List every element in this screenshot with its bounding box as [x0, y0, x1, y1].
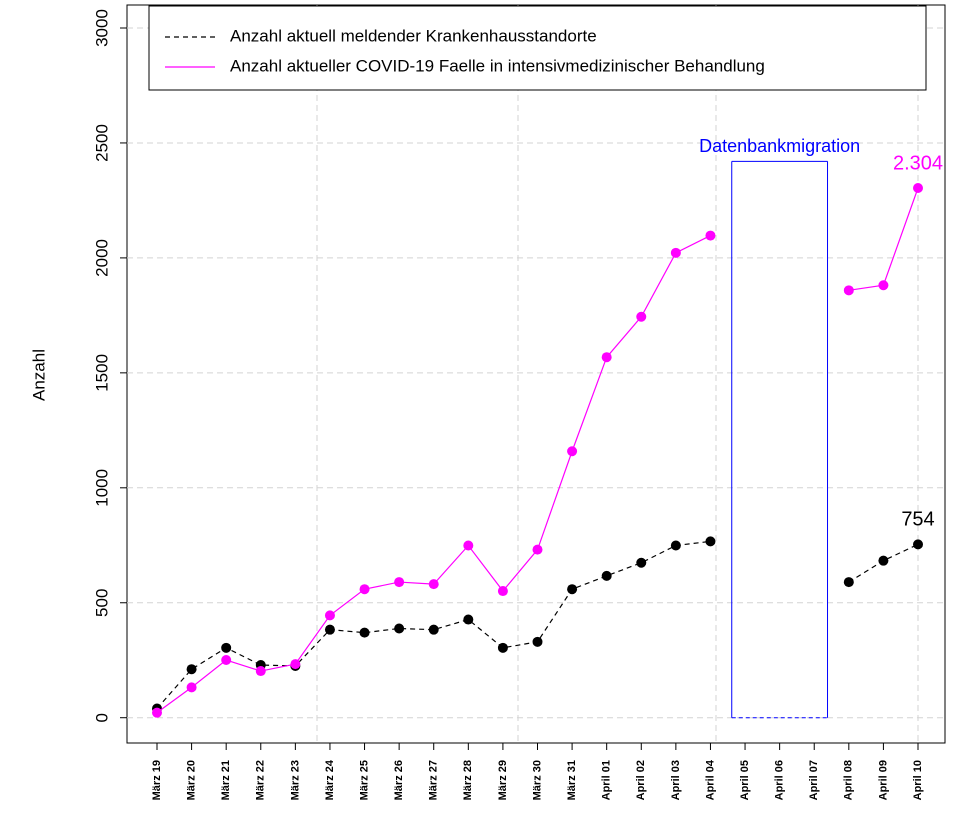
y-tick-label: 0 [92, 713, 111, 722]
series-point [705, 536, 716, 547]
x-tick-label: März 28 [462, 760, 474, 800]
series-point [843, 577, 854, 588]
series-point [567, 584, 578, 595]
y-tick-label: 1000 [92, 469, 111, 507]
series-point [428, 624, 439, 635]
annotation-label: Datenbankmigration [699, 136, 860, 156]
series-point [463, 540, 474, 551]
y-tick-label: 500 [92, 589, 111, 617]
series-point [705, 230, 716, 241]
x-tick-label: März 20 [185, 760, 197, 800]
series-point [843, 285, 854, 296]
series-point [532, 636, 543, 647]
series-point [601, 570, 612, 581]
y-axis-label: Anzahl [29, 349, 48, 401]
x-tick-label: März 19 [151, 760, 163, 800]
series-point [497, 586, 508, 597]
series-point [463, 614, 474, 625]
x-tick-label: April 04 [704, 759, 716, 800]
series-point [913, 539, 923, 550]
y-tick-label: 1500 [92, 354, 111, 392]
x-tick-label: April 08 [843, 760, 855, 800]
x-tick-label: März 21 [220, 760, 232, 800]
series-point [394, 577, 405, 588]
x-tick-label: April 06 [774, 760, 786, 800]
series-point [324, 624, 335, 635]
x-tick-label: April 01 [601, 760, 613, 800]
series-point [221, 655, 232, 666]
series-point [152, 707, 162, 718]
series-point [359, 584, 370, 595]
x-tick-label: März 30 [531, 760, 543, 800]
y-tick-label: 2000 [92, 239, 111, 277]
x-tick-label: März 23 [289, 760, 301, 800]
series-line [848, 187, 919, 291]
x-tick-label: März 24 [324, 759, 336, 800]
x-tick-label: März 31 [566, 760, 578, 800]
series-point [324, 610, 335, 621]
x-tick-label: April 07 [808, 760, 820, 800]
legend-box [148, 5, 927, 91]
legend-label: Anzahl aktuell meldender Krankenhausstan… [230, 26, 597, 45]
x-tick-label: März 27 [428, 760, 440, 800]
x-tick-label: April 05 [739, 760, 751, 800]
series-point [221, 642, 232, 653]
series-point [567, 446, 578, 457]
series-point [359, 627, 370, 638]
x-tick-label: März 26 [393, 760, 405, 800]
x-tick-label: März 29 [497, 760, 509, 800]
series-line [156, 540, 711, 709]
x-tick-label: März 22 [255, 760, 267, 800]
series-point [394, 623, 405, 634]
x-tick-label: April 03 [670, 760, 682, 800]
series-point [601, 352, 612, 363]
series-point [913, 183, 923, 194]
plot-frame [126, 4, 946, 744]
series-point [532, 544, 543, 555]
x-tick-label: März 25 [358, 760, 370, 800]
x-tick-label: April 02 [635, 760, 647, 800]
series-point [636, 557, 647, 568]
series-point [670, 247, 681, 258]
series-point [255, 666, 266, 677]
y-tick-label: 3000 [92, 9, 111, 47]
x-tick-label: April 10 [912, 760, 924, 800]
series-point [186, 664, 197, 675]
series-point [290, 659, 301, 670]
legend-label: Anzahl aktueller COVID-19 Faelle in inte… [230, 56, 765, 75]
y-tick-label: 2500 [92, 124, 111, 162]
series-point [186, 682, 197, 693]
x-tick-label: April 09 [877, 760, 889, 800]
series-point [636, 311, 647, 322]
value-label: 2.304 [893, 152, 943, 174]
series-point [878, 280, 889, 291]
value-label: 754 [901, 509, 934, 531]
series-point [670, 540, 681, 551]
series-point [878, 555, 889, 566]
series-line [156, 235, 711, 714]
series-point [497, 642, 508, 653]
series-point [428, 579, 439, 590]
